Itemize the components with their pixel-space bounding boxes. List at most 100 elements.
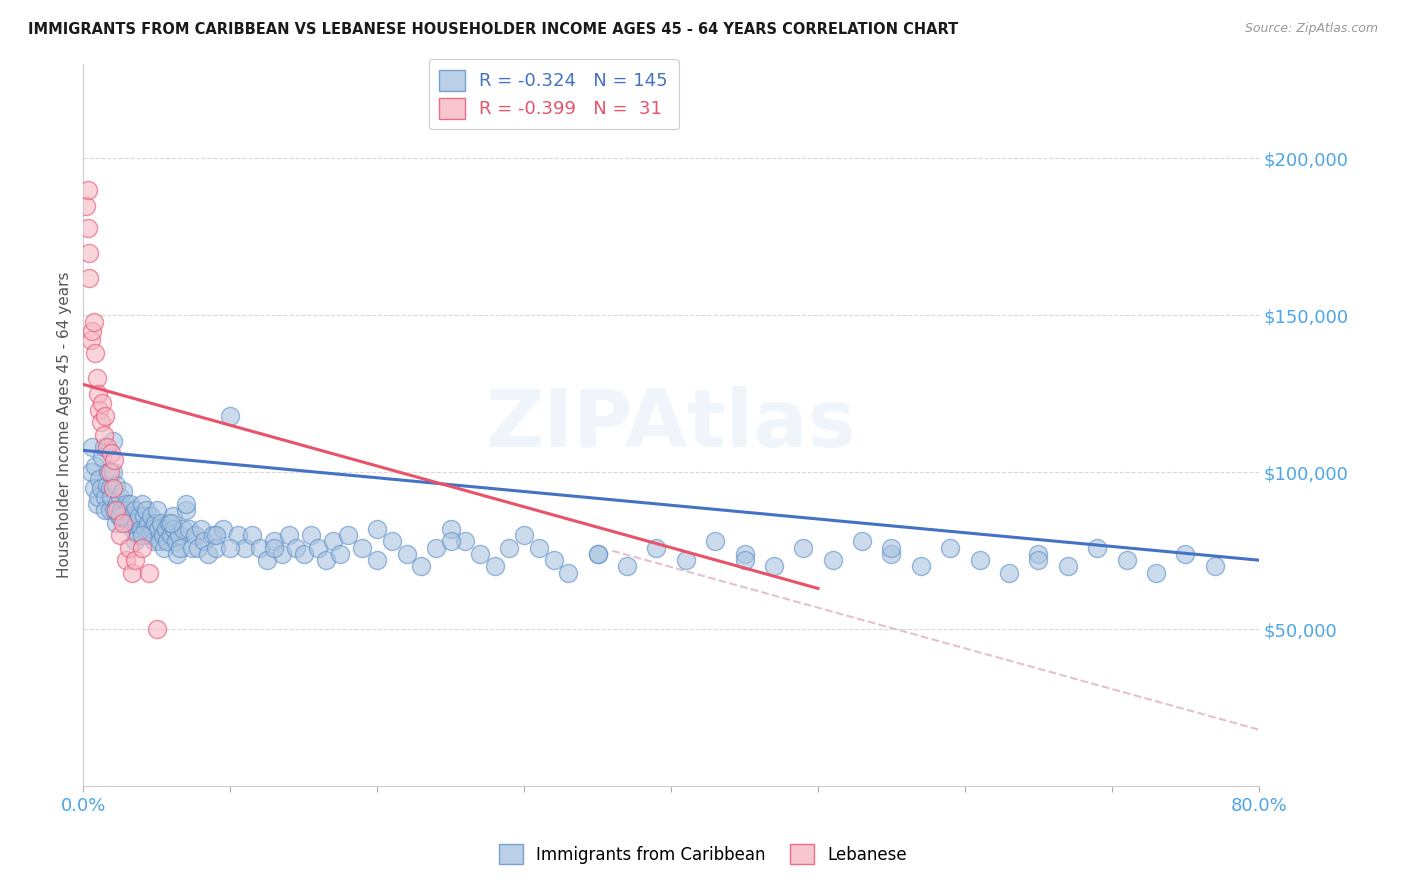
Point bbox=[127, 528, 149, 542]
Point bbox=[152, 528, 174, 542]
Point bbox=[484, 559, 506, 574]
Point bbox=[90, 415, 112, 429]
Point bbox=[132, 509, 155, 524]
Point bbox=[96, 440, 118, 454]
Point bbox=[121, 509, 143, 524]
Point bbox=[278, 528, 301, 542]
Point bbox=[93, 440, 115, 454]
Point bbox=[998, 566, 1021, 580]
Point bbox=[87, 491, 110, 505]
Point bbox=[1144, 566, 1167, 580]
Point bbox=[84, 346, 107, 360]
Point bbox=[256, 553, 278, 567]
Point bbox=[193, 534, 215, 549]
Point bbox=[98, 503, 121, 517]
Point bbox=[557, 566, 579, 580]
Point bbox=[1204, 559, 1226, 574]
Point bbox=[204, 528, 226, 542]
Point bbox=[616, 559, 638, 574]
Text: IMMIGRANTS FROM CARIBBEAN VS LEBANESE HOUSEHOLDER INCOME AGES 45 - 64 YEARS CORR: IMMIGRANTS FROM CARIBBEAN VS LEBANESE HO… bbox=[28, 22, 959, 37]
Point bbox=[197, 547, 219, 561]
Point bbox=[366, 522, 388, 536]
Point bbox=[105, 497, 128, 511]
Point bbox=[165, 534, 187, 549]
Point bbox=[86, 371, 108, 385]
Point bbox=[141, 522, 163, 536]
Legend: Immigrants from Caribbean, Lebanese: Immigrants from Caribbean, Lebanese bbox=[492, 838, 914, 871]
Point bbox=[82, 440, 104, 454]
Point bbox=[468, 547, 491, 561]
Point bbox=[104, 478, 127, 492]
Point bbox=[440, 534, 463, 549]
Point bbox=[150, 516, 173, 530]
Point bbox=[89, 402, 111, 417]
Point bbox=[118, 516, 141, 530]
Point bbox=[77, 245, 100, 260]
Point bbox=[219, 541, 242, 555]
Point bbox=[104, 516, 127, 530]
Point bbox=[108, 509, 131, 524]
Point bbox=[134, 522, 156, 536]
Point bbox=[111, 516, 134, 530]
Point bbox=[1028, 553, 1050, 567]
Point bbox=[263, 534, 285, 549]
Point bbox=[124, 534, 146, 549]
Point bbox=[292, 547, 315, 561]
Point bbox=[821, 553, 844, 567]
Point bbox=[120, 497, 142, 511]
Text: Source: ZipAtlas.com: Source: ZipAtlas.com bbox=[1244, 22, 1378, 36]
Point bbox=[322, 534, 344, 549]
Point bbox=[87, 387, 110, 401]
Point bbox=[160, 528, 183, 542]
Point bbox=[153, 541, 176, 555]
Point bbox=[86, 497, 108, 511]
Point bbox=[108, 528, 131, 542]
Point bbox=[90, 481, 112, 495]
Point bbox=[82, 324, 104, 338]
Point bbox=[233, 541, 256, 555]
Point bbox=[454, 534, 477, 549]
Point bbox=[226, 528, 249, 542]
Point bbox=[734, 553, 756, 567]
Point bbox=[329, 547, 352, 561]
Point bbox=[166, 547, 188, 561]
Legend: R = -0.324   N = 145, R = -0.399   N =  31: R = -0.324 N = 145, R = -0.399 N = 31 bbox=[429, 59, 679, 129]
Point bbox=[138, 528, 160, 542]
Point bbox=[129, 522, 152, 536]
Point bbox=[167, 528, 190, 542]
Point bbox=[94, 409, 117, 423]
Point bbox=[115, 497, 138, 511]
Point bbox=[121, 566, 143, 580]
Y-axis label: Householder Income Ages 45 - 64 years: Householder Income Ages 45 - 64 years bbox=[58, 272, 72, 579]
Point bbox=[543, 553, 565, 567]
Point bbox=[76, 183, 98, 197]
Point bbox=[204, 541, 226, 555]
Point bbox=[181, 541, 204, 555]
Point bbox=[103, 503, 125, 517]
Point bbox=[101, 434, 124, 448]
Point bbox=[98, 465, 121, 479]
Point bbox=[124, 503, 146, 517]
Point bbox=[117, 503, 139, 517]
Point bbox=[162, 509, 184, 524]
Point bbox=[315, 553, 337, 567]
Point bbox=[110, 503, 132, 517]
Point bbox=[100, 491, 122, 505]
Point bbox=[156, 534, 179, 549]
Point bbox=[148, 522, 170, 536]
Point bbox=[285, 541, 308, 555]
Point bbox=[97, 465, 120, 479]
Point bbox=[240, 528, 263, 542]
Point bbox=[142, 534, 165, 549]
Point bbox=[172, 522, 194, 536]
Point bbox=[135, 503, 157, 517]
Point bbox=[219, 409, 242, 423]
Point bbox=[498, 541, 520, 555]
Point bbox=[111, 484, 134, 499]
Point bbox=[122, 522, 145, 536]
Point bbox=[851, 534, 873, 549]
Point bbox=[139, 509, 162, 524]
Point bbox=[201, 528, 224, 542]
Point bbox=[101, 481, 124, 495]
Point bbox=[1174, 547, 1197, 561]
